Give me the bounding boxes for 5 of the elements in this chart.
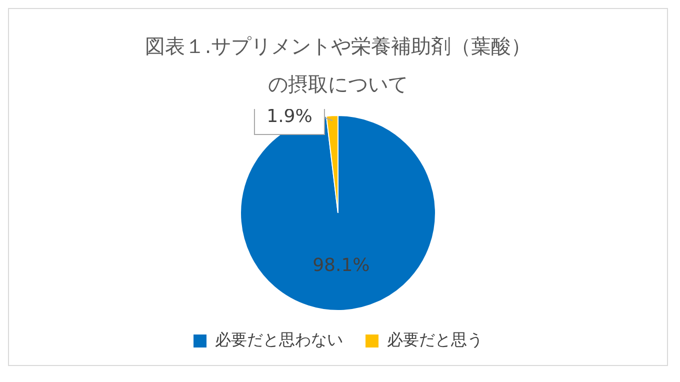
legend-label: 必要だと思う (387, 330, 483, 350)
legend-label: 必要だと思わない (215, 330, 343, 350)
data-label: 98.1% (312, 255, 370, 276)
data-label: 1.9% (266, 106, 312, 128)
chart-title: 図表１.サプリメントや栄養補助剤（葉酸）の摂取について (144, 33, 532, 98)
